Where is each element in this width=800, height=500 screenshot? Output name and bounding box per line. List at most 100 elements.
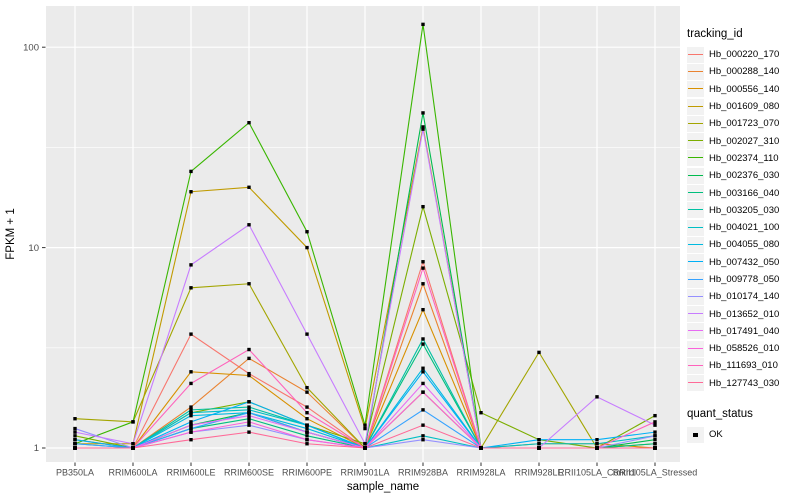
data-point-Hb_004055_080 xyxy=(189,413,193,418)
legend-item-Hb_003205_030: Hb_003205_030 xyxy=(687,202,799,219)
data-point-Hb_002027_310 xyxy=(73,434,77,438)
legend-item-Hb_058526_010: Hb_058526_010 xyxy=(687,340,799,357)
legend-item-Hb_002027_310: Hb_002027_310 xyxy=(687,132,799,150)
data-point-Hb_000220_170 xyxy=(247,371,251,376)
data-point-Hb_013652_010 xyxy=(595,395,599,399)
data-point-Hb_111693_010 xyxy=(247,347,251,352)
series-color-line-icon xyxy=(688,70,703,72)
y-tick-label: 1 xyxy=(34,443,39,454)
legend-key-swatch xyxy=(687,340,704,357)
data-point-Hb_002374_110 xyxy=(131,420,135,424)
data-point-Hb_001723_070 xyxy=(305,385,309,390)
data-point-Hb_127743_030 xyxy=(653,446,657,450)
data-point-Hb_058526_010 xyxy=(189,430,193,434)
data-point-Hb_017491_040 xyxy=(247,413,251,418)
legend-item-label: Hb_111693_010 xyxy=(709,360,778,372)
data-point-Hb_002374_110 xyxy=(305,230,309,234)
data-point-Hb_010174_140 xyxy=(73,426,77,431)
data-point-Hb_127743_030 xyxy=(73,446,77,450)
legend-key-swatch xyxy=(687,254,704,271)
series-color-line-icon xyxy=(688,88,703,90)
legend-key-swatch xyxy=(687,185,704,202)
legend-item-label: Hb_017491_040 xyxy=(709,325,780,337)
data-point-Hb_127743_030 xyxy=(305,442,309,446)
y-tick-label: 100 xyxy=(23,42,39,53)
legend-item-label: Hb_000288_140 xyxy=(709,66,780,78)
data-point-Hb_001723_070 xyxy=(189,286,193,290)
data-point-Hb_017491_040 xyxy=(189,423,193,427)
quant-ok-label: OK xyxy=(709,429,723,441)
y-axis-title: FPKM + 1 xyxy=(5,208,17,259)
data-point-Hb_013652_010 xyxy=(421,127,425,131)
data-point-Hb_007432_050 xyxy=(421,370,425,374)
x-tick-label-RRIM600SE: RRIM600SE xyxy=(224,468,274,478)
legend-item-label: Hb_002374_110 xyxy=(709,152,779,164)
series-color-line-icon xyxy=(688,347,703,349)
data-point-Hb_001609_080 xyxy=(189,190,193,194)
data-point-Hb_010174_140 xyxy=(653,434,657,438)
legend-key-swatch xyxy=(687,98,704,115)
data-point-Hb_001723_070 xyxy=(247,282,251,286)
data-point-Hb_009778_050 xyxy=(247,411,251,415)
series-color-line-icon xyxy=(688,261,703,263)
data-point-Hb_127743_030 xyxy=(479,446,483,450)
series-color-line-icon xyxy=(688,105,703,107)
data-point-Hb_127743_030 xyxy=(537,446,541,450)
series-color-line-icon xyxy=(688,157,703,159)
legend-key-swatch xyxy=(687,288,704,305)
legend-key-swatch xyxy=(687,167,704,184)
data-point-Hb_013652_010 xyxy=(73,430,77,434)
data-point-Hb_127743_030 xyxy=(363,446,367,450)
quant-ok-legend-key xyxy=(687,426,704,443)
x-tick-label-RRII105LA_Control: RRII105LA_Control xyxy=(558,468,636,478)
data-point-Hb_007432_050 xyxy=(305,423,309,427)
legend-item-label: Hb_004021_100 xyxy=(709,222,780,234)
data-point-Hb_003205_030 xyxy=(421,337,425,341)
series-color-line-icon xyxy=(688,313,703,315)
data-point-Hb_004021_100 xyxy=(421,434,425,438)
series-color-line-icon xyxy=(688,209,703,211)
legend-item-Hb_004055_080: Hb_004055_080 xyxy=(687,236,799,253)
legend-key-swatch xyxy=(687,115,704,132)
legend-item-label: Hb_000556_140 xyxy=(709,83,780,95)
series-color-line-icon xyxy=(688,122,703,124)
data-point-Hb_013652_010 xyxy=(189,263,193,267)
data-point-Hb_004021_100 xyxy=(537,442,541,446)
data-point-Hb_001609_080 xyxy=(305,245,309,250)
data-point-Hb_010174_140 xyxy=(421,438,425,442)
data-point-Hb_111693_010 xyxy=(653,420,657,424)
series-color-line-icon xyxy=(688,226,703,228)
data-point-Hb_007432_050 xyxy=(537,438,541,442)
data-point-Hb_003166_040 xyxy=(305,434,309,438)
data-point-Hb_004021_100 xyxy=(595,442,599,446)
legend-key-swatch xyxy=(687,150,704,167)
legend-key-swatch xyxy=(687,46,704,63)
data-point-Hb_007432_050 xyxy=(247,400,251,404)
legend-item-label: Hb_003205_030 xyxy=(709,204,780,216)
data-point-Hb_001609_080 xyxy=(363,426,367,431)
data-point-Hb_000220_170 xyxy=(189,332,193,336)
legend-item-label: Hb_002027_310 xyxy=(709,135,780,147)
data-point-Hb_004021_100 xyxy=(189,411,193,415)
legend-item-Hb_003166_040: Hb_003166_040 xyxy=(687,184,799,202)
data-point-Hb_007432_050 xyxy=(73,438,77,442)
legend-item-label: Hb_007432_050 xyxy=(709,256,780,268)
data-point-Hb_127743_030 xyxy=(595,446,599,450)
legend-item-label: Hb_000220_170 xyxy=(709,49,780,61)
legend-key-swatch xyxy=(687,271,704,288)
data-point-Hb_001723_070 xyxy=(537,350,541,355)
data-point-Hb_004055_080 xyxy=(305,426,309,431)
legend-key-swatch xyxy=(687,81,704,98)
x-tick-label-RRIM901LA: RRIM901LA xyxy=(340,468,389,478)
data-point-Hb_000220_170 xyxy=(421,260,425,264)
x-tick-label-RRIM928BA: RRIM928BA xyxy=(398,468,448,478)
data-point-Hb_003166_040 xyxy=(421,342,425,346)
data-point-Hb_004021_100 xyxy=(247,408,251,412)
data-point-Hb_013652_010 xyxy=(131,442,135,446)
legend-key-swatch xyxy=(687,306,704,323)
data-point-Hb_017491_040 xyxy=(305,430,309,434)
data-point-Hb_001723_070 xyxy=(73,417,77,421)
data-point-Hb_002376_030 xyxy=(653,438,657,442)
legend-key-swatch xyxy=(687,323,704,340)
